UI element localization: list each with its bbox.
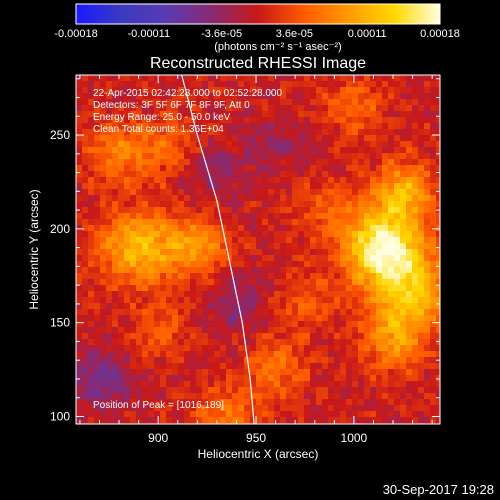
colorbar-tick-label: -3.6e-05	[201, 28, 242, 40]
y-tick-label: 200	[50, 222, 70, 236]
y-tick-label: 150	[50, 316, 70, 330]
colorbar-tick-label: 3.6e-05	[276, 28, 313, 40]
solar-limb-curve	[181, 75, 255, 424]
y-axis-ticks: 100 150 200 250	[50, 78, 440, 423]
plot-frame	[75, 74, 441, 425]
x-tick-label: 1000	[341, 431, 368, 445]
heatmap-image	[76, 75, 440, 424]
colorbar-label: (photons cm⁻² s⁻¹ asec⁻²)	[214, 41, 341, 53]
colorbar-tick-label: 0.00011	[348, 28, 387, 40]
colorbar-ticks: -0.00018 -0.00011 -3.6e-05 3.6e-05 0.00011 0.…	[54, 28, 460, 40]
peak-position-label: Position of Peak = [1016,189]	[93, 400, 224, 411]
y-tick-label: 100	[50, 409, 70, 423]
y-tick-label: 250	[50, 128, 70, 142]
colorbar-tick-label: 0.00018	[420, 28, 460, 40]
colorbar-gradient	[75, 3, 441, 25]
footer-date: 30-Sep-2017 19:28	[383, 482, 494, 497]
x-tick-label: 900	[148, 431, 168, 445]
x-tick-label: 950	[246, 431, 266, 445]
annotation-line: Clean Total counts: 1.36E+04	[93, 124, 224, 135]
annotation-line: 22-Apr-2015 02:42:28.000 to 02:52:28.000	[93, 88, 282, 99]
colorbar: -0.00018 -0.00011 -3.6e-05 3.6e-05 0.00011 0.…	[54, 3, 460, 53]
x-axis-label: Heliocentric X (arcsec)	[198, 447, 319, 461]
y-axis-label: Heliocentric Y (arcsec)	[27, 189, 41, 309]
annotation-block: 22-Apr-2015 02:42:28.000 to 02:52:28.000…	[93, 88, 282, 135]
colorbar-tick-label: -0.00018	[54, 28, 97, 40]
colorbar-tick-label: -0.00011	[127, 28, 170, 40]
x-axis-ticks: 900 950 1000	[79, 75, 433, 445]
annotation-line: Energy Range: 25.0 - 50.0 keV	[93, 112, 231, 123]
annotation-line: Detectors: 3F 5F 6F 7F 8F 9F, Att 0	[93, 100, 250, 111]
chart-title: Reconstructed RHESSI Image	[150, 55, 366, 72]
